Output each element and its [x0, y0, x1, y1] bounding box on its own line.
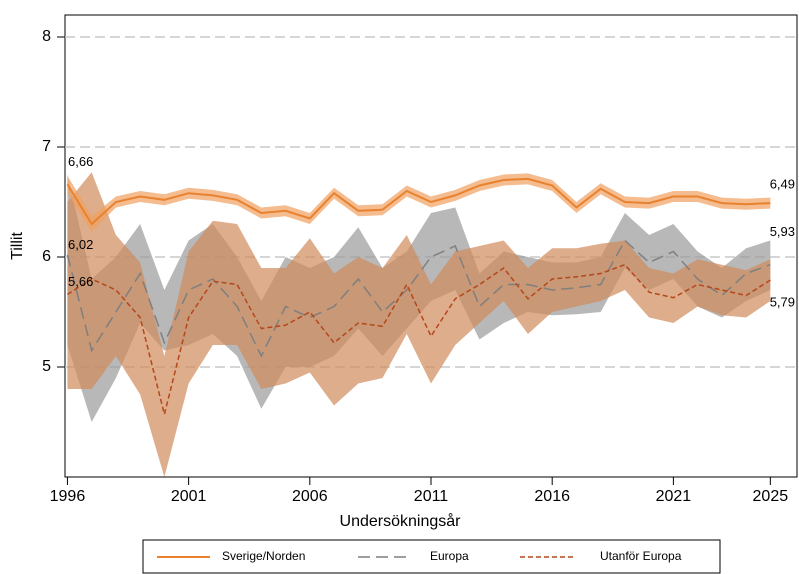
legend-box	[142, 539, 721, 574]
x-tick-label: 2025	[753, 488, 789, 505]
x-tick-label: 2001	[171, 488, 207, 505]
series-line	[67, 263, 771, 415]
x-axis-label: Undersökningsår	[340, 512, 462, 530]
start-label: 6,66	[68, 154, 93, 169]
x-tick-label: 2006	[292, 488, 328, 505]
x-tick-label: 2016	[534, 488, 570, 505]
y-tick-label: 6	[42, 248, 51, 265]
end-label: 6,49	[770, 177, 795, 192]
legend-label: Sverige/Norden	[222, 549, 305, 563]
legend-label: Utanför Europa	[600, 549, 682, 563]
y-axis-label: Tillit	[9, 232, 26, 260]
y-tick-label: 7	[42, 138, 51, 155]
end-label: 5,93	[770, 224, 795, 239]
confidence-band	[67, 172, 771, 478]
y-tick-label: 5	[42, 358, 51, 375]
end-label: 5,79	[770, 295, 795, 310]
x-tick-label: 2011	[414, 488, 449, 505]
start-label: 5,66	[68, 274, 93, 289]
series-line	[66, 239, 771, 358]
legend-label: Europa	[430, 549, 469, 563]
start-label: 6,02	[68, 237, 93, 252]
series-line	[66, 177, 771, 226]
y-tick-label: 8	[42, 28, 51, 45]
x-tick-label: 2021	[656, 488, 692, 505]
confidence-band	[67, 173, 771, 232]
x-tick-label: 1996	[50, 488, 86, 505]
